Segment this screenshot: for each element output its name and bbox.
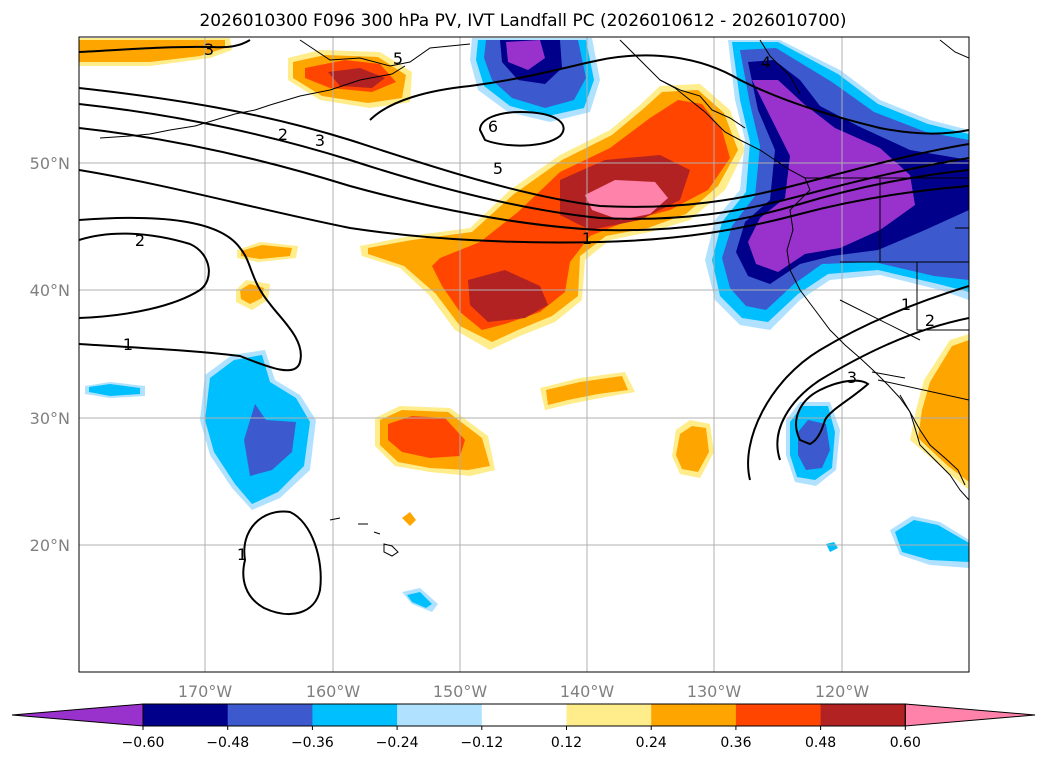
colorbar-extend-min bbox=[11, 703, 144, 727]
colorbar-tick-label: −0.12 bbox=[460, 735, 503, 751]
lon-label: 160°W bbox=[306, 682, 361, 701]
colorbar-segment bbox=[566, 704, 652, 726]
colorbar-segment bbox=[227, 704, 313, 726]
contour-label: 1 bbox=[123, 335, 133, 354]
contour-label: 5 bbox=[493, 159, 503, 178]
colorbar-segment bbox=[481, 704, 567, 726]
colorbar-tick-label: 0.36 bbox=[720, 735, 751, 751]
map-frame bbox=[78, 36, 970, 673]
hawaii-islands bbox=[329, 517, 399, 557]
contour-label: 1 bbox=[237, 545, 247, 564]
lat-label: 30°N bbox=[30, 409, 70, 428]
lat-label: 20°N bbox=[30, 536, 70, 555]
colorbar-segment bbox=[735, 704, 822, 726]
pv-contour-1-cutoff bbox=[747, 285, 969, 481]
pv-contour-1 bbox=[79, 169, 969, 244]
canada-inlets bbox=[659, 39, 969, 129]
lon-label: 170°W bbox=[178, 682, 233, 701]
contour-label: 1 bbox=[582, 229, 592, 248]
coastlines bbox=[99, 39, 969, 557]
colorbar-tick-label: 0.48 bbox=[805, 735, 836, 751]
pv-contour-4 bbox=[79, 87, 969, 208]
colorbar-outline bbox=[142, 703, 906, 727]
pv-contour-2-west bbox=[79, 232, 210, 319]
contour-label: 2 bbox=[135, 231, 145, 250]
colorbar-segment bbox=[397, 704, 483, 726]
alaska-coast bbox=[269, 39, 969, 501]
colorbar-segment bbox=[651, 704, 737, 726]
pv-contour-3-top bbox=[79, 39, 251, 53]
pv-contour-1-south bbox=[242, 510, 322, 615]
graticule bbox=[79, 37, 969, 672]
colorbar-tick-label: 0.24 bbox=[636, 735, 667, 751]
pv-contour-2-cutoff bbox=[776, 317, 969, 461]
contour-label: 3 bbox=[315, 131, 325, 150]
contour-label: 3 bbox=[204, 40, 214, 59]
contour-labels: 3 5 2 3 6 5 4 1 2 1 1 2 3 1 bbox=[123, 40, 935, 564]
colorbar-segment bbox=[143, 704, 229, 726]
lon-label: 130°W bbox=[687, 682, 742, 701]
lon-label: 150°W bbox=[433, 682, 488, 701]
contour-label: 1 bbox=[901, 295, 911, 314]
lon-label: 120°W bbox=[815, 682, 870, 701]
colorbar-tick-label: −0.60 bbox=[122, 735, 165, 751]
contour-label: 4 bbox=[761, 53, 771, 72]
pv-contour-3 bbox=[79, 103, 969, 220]
figure-title: 2026010300 F096 300 hPa PV, IVT Landfall… bbox=[199, 11, 846, 31]
colorbar-tick-label: −0.36 bbox=[291, 735, 334, 751]
colorbar-segment bbox=[820, 704, 906, 726]
colorbar-tick-label: −0.48 bbox=[206, 735, 249, 751]
colorbar-extend-max bbox=[904, 703, 1036, 727]
pv-contour-2 bbox=[79, 127, 969, 232]
lat-label: 40°N bbox=[30, 281, 70, 300]
lat-label: 50°N bbox=[30, 154, 70, 173]
pv-contour-6 bbox=[478, 110, 565, 147]
longitude-labels: 170°W 160°W 150°W 140°W 130°W 120°W bbox=[178, 682, 870, 701]
pv-contours bbox=[79, 39, 969, 615]
colorbar: −0.60 −0.48 −0.36 −0.24 −0.12 0.12 0.24 0.36 0.4… bbox=[11, 703, 1036, 751]
contour-label: 3 bbox=[847, 368, 857, 387]
colorbar-segment bbox=[312, 704, 398, 726]
pv-contour-5 bbox=[369, 54, 969, 135]
contour-label: 2 bbox=[925, 311, 935, 330]
baja-coast bbox=[899, 394, 966, 486]
lon-label: 140°W bbox=[560, 682, 615, 701]
colorbar-tick-label: 0.60 bbox=[890, 735, 921, 751]
colorbar-tick-label: 0.12 bbox=[551, 735, 582, 751]
pv-contour-1-central bbox=[79, 216, 302, 372]
contour-label: 2 bbox=[278, 125, 288, 144]
pv-contour-3-cutoff bbox=[795, 379, 870, 446]
latitude-labels: 50°N 40°N 30°N 20°N bbox=[30, 154, 70, 555]
colorbar-tick-label: −0.24 bbox=[376, 735, 419, 751]
map-panel: 3 5 2 3 6 5 4 1 2 1 1 2 3 1 bbox=[79, 37, 969, 672]
contour-label: 6 bbox=[488, 117, 498, 136]
contour-label: 5 bbox=[393, 49, 403, 68]
